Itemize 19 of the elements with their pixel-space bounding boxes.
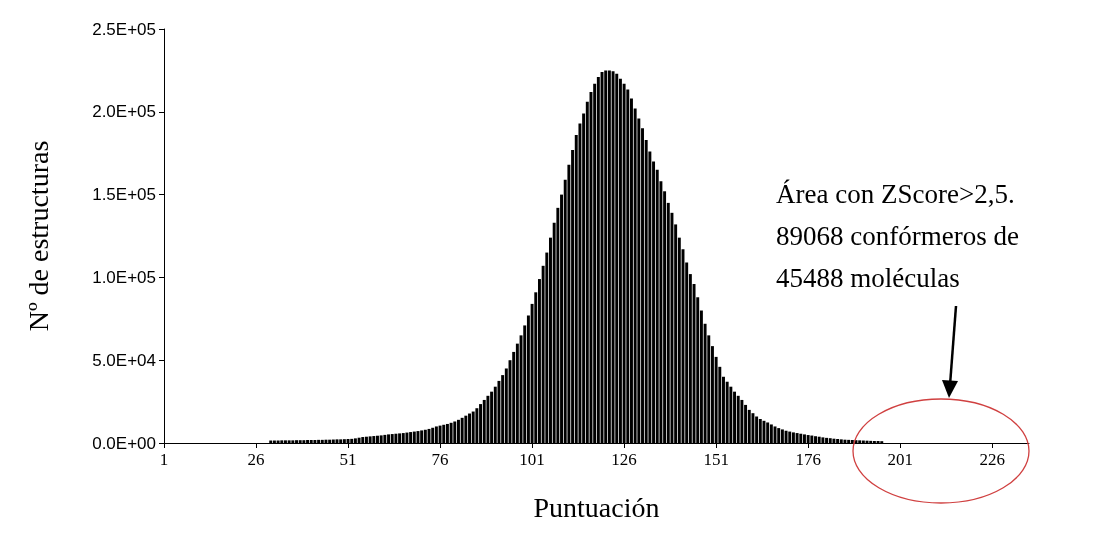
y-tick-label: 2.5E+05 — [92, 19, 156, 39]
x-tick-label: 226 — [979, 450, 1005, 469]
x-tick-label: 201 — [887, 450, 913, 469]
x-tick-label: 126 — [611, 450, 637, 469]
x-axis-title: Puntuación — [533, 491, 660, 523]
y-tick-label: 5.0E+04 — [92, 350, 156, 370]
y-axis-title: Nº de estructuras — [22, 140, 54, 332]
y-tick-label: 1.5E+05 — [92, 185, 156, 205]
x-tick-label: 101 — [519, 450, 545, 469]
x-tick-label: 1 — [159, 450, 169, 469]
x-tick-label: 26 — [247, 450, 265, 469]
x-tick-label: 176 — [795, 450, 821, 469]
y-tick-label: 2.0E+05 — [92, 102, 156, 122]
annotation: Área con ZScore>2,5. 89068 confórmeros de 45488 moléculas — [776, 179, 1019, 293]
y-tick-label: 0.0E+00 — [92, 433, 156, 453]
y-tick-label: 1.0E+05 — [92, 267, 156, 287]
x-tick-label: 51 — [339, 450, 357, 469]
x-tick-label: 151 — [703, 450, 729, 469]
x-tick-label: 76 — [431, 450, 449, 469]
